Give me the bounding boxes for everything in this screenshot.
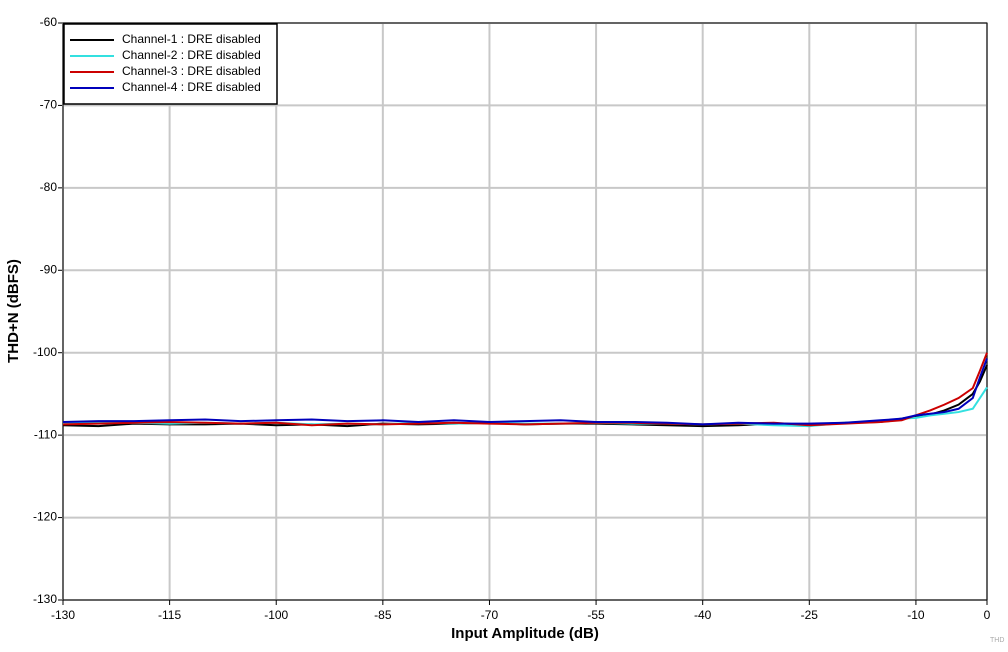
x-tick-label: -85 (374, 608, 392, 622)
series-line (62, 352, 988, 427)
x-tick-label: -40 (694, 608, 712, 622)
y-tick-label: -70 (40, 98, 58, 112)
y-tick-label: -120 (33, 510, 57, 524)
plot-frame (62, 22, 988, 601)
x-tick-label: -55 (587, 608, 605, 622)
y-tick-label: -100 (33, 345, 57, 359)
legend-box (63, 23, 278, 105)
x-axis-label: Input Amplitude (dB) (451, 625, 599, 642)
watermark: THD (990, 637, 1004, 644)
legend-label: Channel-3 : DRE disabled (122, 64, 261, 78)
y-tick-label: -80 (40, 180, 58, 194)
y-tick-label: -110 (34, 427, 57, 441)
y-tick-label: -130 (33, 592, 57, 606)
x-tick-label: -70 (481, 608, 499, 622)
x-tick-label: 0 (984, 608, 991, 622)
legend-label: Channel-1 : DRE disabled (122, 32, 261, 46)
x-tick-label: -25 (801, 608, 819, 622)
legend-label: Channel-2 : DRE disabled (122, 48, 261, 62)
x-tick-label: -10 (907, 608, 925, 622)
legend-label: Channel-4 : DRE disabled (122, 80, 261, 94)
y-tick-label: -90 (40, 262, 58, 276)
y-axis-label: THD+N (dBFS) (5, 259, 22, 363)
y-tick-label: -60 (40, 15, 58, 29)
x-tick-label: -130 (51, 608, 75, 622)
x-tick-label: -115 (158, 608, 181, 622)
series-line (62, 358, 988, 426)
series-line (62, 364, 988, 428)
x-tick-label: -100 (264, 608, 288, 622)
